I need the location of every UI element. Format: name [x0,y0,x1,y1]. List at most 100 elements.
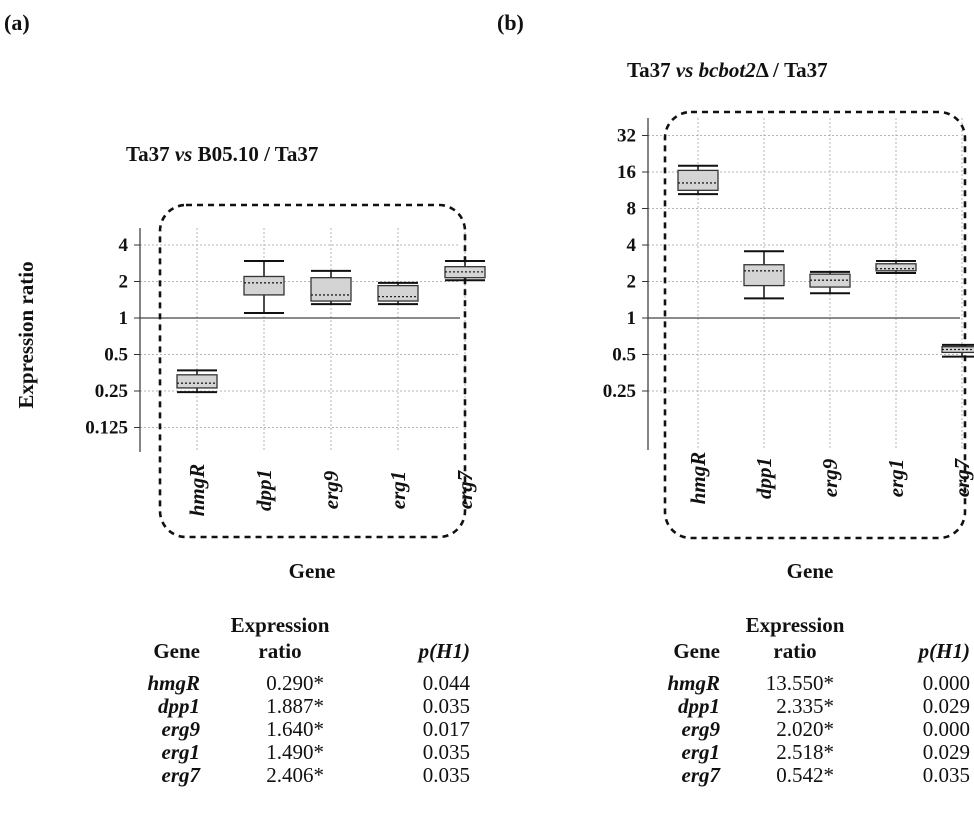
dashed-frame [663,110,967,540]
table-cell-p: 0.035 [922,763,970,787]
category-label: erg1 [884,459,908,498]
y-tick-label: 4 [119,235,129,256]
y-tick-label: 16 [617,162,636,183]
table-cell-ratio: 0.542* [776,763,834,787]
table-cell-ratio: 0.290* [266,671,324,695]
chart-a-title-pre: Ta37 [126,142,175,166]
category-label: erg9 [818,458,842,497]
box-iqr [377,284,419,302]
table-cell-ratio: 1.640* [266,717,324,741]
y-tick-label: 8 [627,199,637,220]
panel-b-label: (b) [497,10,524,35]
table-cell-gene: erg9 [161,717,201,741]
col-header-ratio: Expression ratio [200,612,360,672]
table-cell-gene: erg1 [681,740,721,764]
chart-b-title: Ta37 vs bcbot2Δ / Ta37 [627,58,828,83]
category-label: erg7 [453,469,477,509]
table-cell-p: 0.017 [422,717,470,741]
col-header-ratio-line1: Expression [745,613,845,637]
col-header-gene: Gene [153,639,200,663]
chart-b-title-post: Δ / Ta37 [755,58,828,82]
y-axis-label: Expression ratio [14,261,38,408]
col-header-p: p(H1) [918,639,970,663]
stats-table-a-header: Gene Expression ratio p(H1) [140,612,470,672]
box-iqr [310,277,352,302]
chart-b-title-pre: Ta37 [627,58,676,82]
table-cell-ratio: 2.020* [776,717,834,741]
panel-a-label: (a) [4,10,30,35]
table-cell-gene: erg1 [161,740,201,764]
y-tick-label: 2 [627,272,637,293]
table-cell-ratio: 1.490* [266,740,324,764]
col-header-ratio: Expression ratio [720,612,870,672]
table-row: hmgR 13.550* 0.000 [640,672,970,695]
table-row: erg7 2.406* 0.035 [140,763,471,787]
table-row: erg1 1.490* 0.035 [140,740,471,764]
table-cell-gene: erg9 [681,717,721,741]
stats-table-a: Gene Expression ratio p(H1) hmgR 0.290* 0.… [140,612,470,787]
table-row: erg9 2.020* 0.000 [640,717,971,741]
box-iqr [743,264,785,287]
chart-a: 4 2 1 0.5 0.25 0.125 hmgR dpp1 erg9 erg1 erg7 Gene E… [14,203,486,583]
y-tick-label: 0.25 [603,381,636,402]
y-tick-label: 1 [627,308,637,329]
table-cell-gene: dpp1 [158,694,200,718]
category-label: hmgR [686,452,710,505]
table-cell-p: 0.035 [422,763,470,787]
box-iqr [875,263,917,272]
table-row: hmgR 0.290* 0.044 [140,672,470,695]
chart-a-title: Ta37 vs B05.10 / Ta37 [126,142,318,167]
table-cell-ratio: 2.406* [266,763,324,787]
y-tick-label: 2 [119,272,129,293]
y-tick-label: 1 [119,308,129,329]
table-cell-gene: erg7 [161,763,201,787]
category-label: erg9 [319,470,343,509]
chart-a-title-post: B05.10 / Ta37 [192,142,319,166]
col-header-ratio-line1: Expression [230,613,330,637]
table-cell-p: 0.044 [422,671,470,695]
table-cell-ratio: 1.887* [266,694,324,718]
category-label: dpp1 [752,457,776,499]
chart-a-title-italic: vs [174,142,193,166]
category-label: hmgR [185,464,209,517]
table-cell-gene: hmgR [667,671,720,695]
table-row: dpp1 1.887* 0.035 [140,695,470,718]
y-tick-label: 32 [617,126,636,147]
stats-table-b-header: Gene Expression ratio p(H1) [640,612,970,672]
table-cell-p: 0.000 [922,717,970,741]
table-cell-p: 0.029 [922,694,970,718]
stats-table-b: Gene Expression ratio p(H1) hmgR 13.550* 0… [640,612,970,787]
category-label: erg7 [950,457,974,497]
table-cell-gene: hmgR [147,671,200,695]
x-axis-label: Gene [787,559,834,583]
table-cell-p: 0.035 [422,694,470,718]
chart-b: 32 16 8 4 2 1 0.5 0.25 hmgR dpp1 erg9 erg1 erg7 Gene [603,110,974,583]
box-iqr [243,275,285,296]
table-cell-ratio: 13.550* [765,671,834,695]
table-cell-p: 0.035 [422,740,470,764]
dashed-frame [158,203,467,539]
col-header-ratio-line2: ratio [773,639,817,663]
col-header-gene: Gene [673,639,720,663]
table-row: dpp1 2.335* 0.029 [640,695,970,718]
table-cell-p: 0.029 [922,740,970,764]
y-tick-label: 0.5 [104,345,128,366]
table-cell-p: 0.000 [922,671,970,695]
table-row: erg1 2.518* 0.029 [640,740,971,764]
y-tick-label: 0.125 [85,418,128,439]
table-row: erg9 1.640* 0.017 [140,717,471,741]
chart-b-title-italic: vs bcbot2 [675,58,756,82]
category-label: erg1 [386,471,410,510]
category-label: dpp1 [252,469,276,511]
box-iqr [176,374,218,389]
y-tick-label: 4 [627,235,637,256]
table-cell-gene: erg7 [681,763,721,787]
x-axis-label: Gene [289,559,336,583]
col-header-p: p(H1) [418,639,470,663]
table-row: erg7 0.542* 0.035 [640,763,971,787]
table-cell-gene: dpp1 [678,694,720,718]
table-cell-ratio: 2.335* [776,694,834,718]
box-iqr [677,169,719,191]
y-tick-label: 0.25 [95,381,128,402]
